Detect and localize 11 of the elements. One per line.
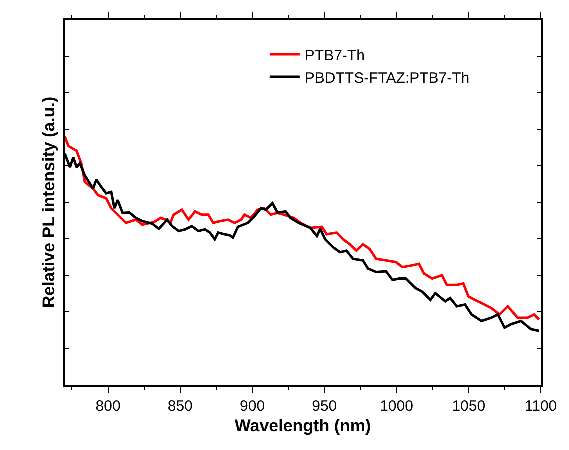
x-tick-label: 1050 — [452, 398, 486, 415]
legend-label: PTB7-Th — [304, 47, 365, 64]
x-tick-label: 950 — [312, 398, 338, 415]
x-tick-label: 850 — [168, 398, 193, 415]
x-axis-title: Wavelength (nm) — [234, 416, 372, 436]
legend-label: PBDTTS-FTAZ:PTB7-Th — [304, 70, 470, 87]
x-tick-label: 800 — [96, 398, 121, 415]
x-tick-label: 1000 — [380, 398, 414, 415]
y-axis-title: Relative PL intensity (a.u.) — [39, 96, 58, 308]
x-tick-label: 1100 — [524, 398, 558, 415]
x-tick-label: 900 — [240, 398, 266, 415]
